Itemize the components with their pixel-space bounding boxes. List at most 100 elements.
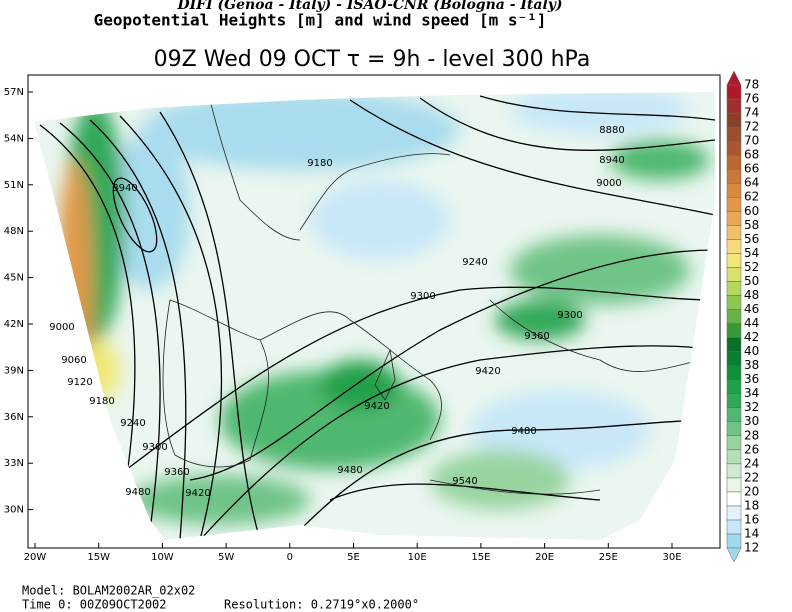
lat-label: 45N bbox=[4, 273, 24, 284]
colorbar-label: 30 bbox=[744, 414, 759, 428]
contour-label: 9540 bbox=[452, 476, 477, 487]
lon-label: 25E bbox=[599, 552, 618, 563]
contour-label: 9240 bbox=[120, 418, 145, 429]
contour-label: 8940 bbox=[599, 155, 624, 166]
colorbar-label: 20 bbox=[744, 484, 759, 498]
colorbar-label: 32 bbox=[744, 400, 759, 414]
colorbar-box bbox=[726, 239, 742, 254]
lon-label: 10E bbox=[408, 552, 427, 563]
colorbar-box bbox=[726, 337, 742, 352]
colorbar-label: 50 bbox=[744, 274, 759, 288]
colorbar-label: 60 bbox=[744, 204, 759, 218]
contour-label: 9480 bbox=[125, 487, 150, 498]
colorbar-box bbox=[726, 421, 742, 437]
colorbar-label: 56 bbox=[744, 232, 759, 246]
colorbar-label: 28 bbox=[744, 428, 759, 442]
footer-resolution: Resolution: 0.2719°x0.2000° bbox=[224, 598, 419, 612]
contour-label: 9300 bbox=[410, 291, 435, 302]
lat-label: 39N bbox=[4, 365, 24, 376]
lon-label: 20W bbox=[24, 552, 47, 563]
colorbar-arrow-low bbox=[726, 547, 742, 563]
colorbar-box bbox=[726, 267, 742, 282]
credits: DIFI (Genoa - Italy) - ISAO-CNR (Bologna… bbox=[176, 0, 562, 13]
colorbar-arrow-high bbox=[726, 70, 742, 86]
colorbar-box bbox=[726, 393, 742, 408]
contour-label: 9360 bbox=[164, 467, 189, 478]
colorbar-box bbox=[726, 365, 742, 380]
contour-label: 8940 bbox=[112, 183, 137, 194]
colorbar-box bbox=[726, 491, 742, 507]
colorbar-label: 54 bbox=[744, 246, 759, 260]
lon-label: 15W bbox=[87, 552, 110, 563]
colorbar-box bbox=[726, 211, 742, 226]
contour-label: 9480 bbox=[337, 465, 362, 476]
colorbar-label: 76 bbox=[744, 92, 759, 106]
contour-label: 9300 bbox=[557, 310, 582, 321]
colorbar-box bbox=[726, 168, 742, 184]
wind-field bbox=[34, 92, 715, 540]
contour-label: 9360 bbox=[524, 331, 549, 342]
colorbar-label: 66 bbox=[744, 162, 759, 176]
colorbar-box bbox=[726, 533, 742, 549]
contour-label: 9180 bbox=[307, 158, 332, 169]
contour-label: 9120 bbox=[67, 377, 92, 388]
contour-label: 9180 bbox=[89, 396, 114, 407]
colorbar-label: 42 bbox=[744, 330, 759, 344]
lat-label: 54N bbox=[4, 133, 24, 144]
colorbar-label: 36 bbox=[744, 372, 759, 386]
colorbar-label: 48 bbox=[744, 288, 759, 302]
colorbar-box bbox=[726, 505, 742, 521]
colorbar-label: 26 bbox=[744, 442, 759, 456]
colorbar-box bbox=[726, 309, 742, 324]
colorbar-label: 24 bbox=[744, 456, 759, 470]
colorbar-label: 44 bbox=[744, 316, 759, 330]
colorbar-label: 22 bbox=[744, 470, 759, 484]
footer-model: Model: BOLAM2002AR_02x02 bbox=[22, 584, 195, 598]
lon-label: 15E bbox=[471, 552, 490, 563]
lat-label: 57N bbox=[4, 87, 24, 98]
contour-label: 9420 bbox=[364, 401, 389, 412]
lat-label: 36N bbox=[4, 412, 24, 423]
contour-label: 9240 bbox=[462, 257, 487, 268]
lat-label: 33N bbox=[4, 458, 24, 469]
colorbar-box bbox=[726, 463, 742, 479]
colorbar-label: 58 bbox=[744, 218, 759, 232]
colorbar-label: 34 bbox=[744, 386, 759, 400]
contour-label: 8880 bbox=[599, 125, 624, 136]
colorbar-box bbox=[726, 84, 742, 100]
colorbar-box bbox=[726, 295, 742, 310]
colorbar-box bbox=[726, 225, 742, 240]
colorbar-box bbox=[726, 126, 742, 142]
colorbar-box bbox=[726, 407, 742, 422]
contour-label: 9000 bbox=[49, 322, 74, 333]
colorbar-box bbox=[726, 154, 742, 170]
colorbar-box bbox=[726, 140, 742, 156]
lat-label: 48N bbox=[4, 226, 24, 237]
lon-label: 30E bbox=[662, 552, 681, 563]
colorbar-box bbox=[726, 477, 742, 493]
lat-label: 42N bbox=[4, 319, 24, 330]
colorbar-box bbox=[726, 281, 742, 296]
colorbar-label: 74 bbox=[744, 106, 759, 120]
colorbar-box bbox=[726, 112, 742, 128]
lon-label: 20E bbox=[535, 552, 554, 563]
colorbar-box bbox=[726, 323, 742, 338]
product: Geopotential Heights [m] and wind speed … bbox=[94, 11, 547, 30]
colorbar-label: 52 bbox=[744, 260, 759, 274]
colorbar-label: 12 bbox=[744, 541, 759, 555]
lat-label: 51N bbox=[4, 180, 24, 191]
colorbar-label: 18 bbox=[744, 498, 759, 512]
colorbar-label: 62 bbox=[744, 190, 759, 204]
colorbar-box bbox=[726, 98, 742, 114]
lat-label: 30N bbox=[4, 505, 24, 516]
colorbar-box bbox=[726, 351, 742, 366]
colorbar-box bbox=[726, 196, 742, 212]
map-title: 09Z Wed 09 OCT τ = 9h - level 300 hPa bbox=[154, 47, 591, 72]
colorbar-label: 14 bbox=[744, 526, 759, 540]
colorbar-label: 68 bbox=[744, 148, 759, 162]
lon-label: 5E bbox=[347, 552, 360, 563]
colorbar-label: 40 bbox=[744, 344, 759, 358]
colorbar-label: 78 bbox=[744, 78, 759, 92]
lon-label: 0 bbox=[287, 552, 293, 563]
